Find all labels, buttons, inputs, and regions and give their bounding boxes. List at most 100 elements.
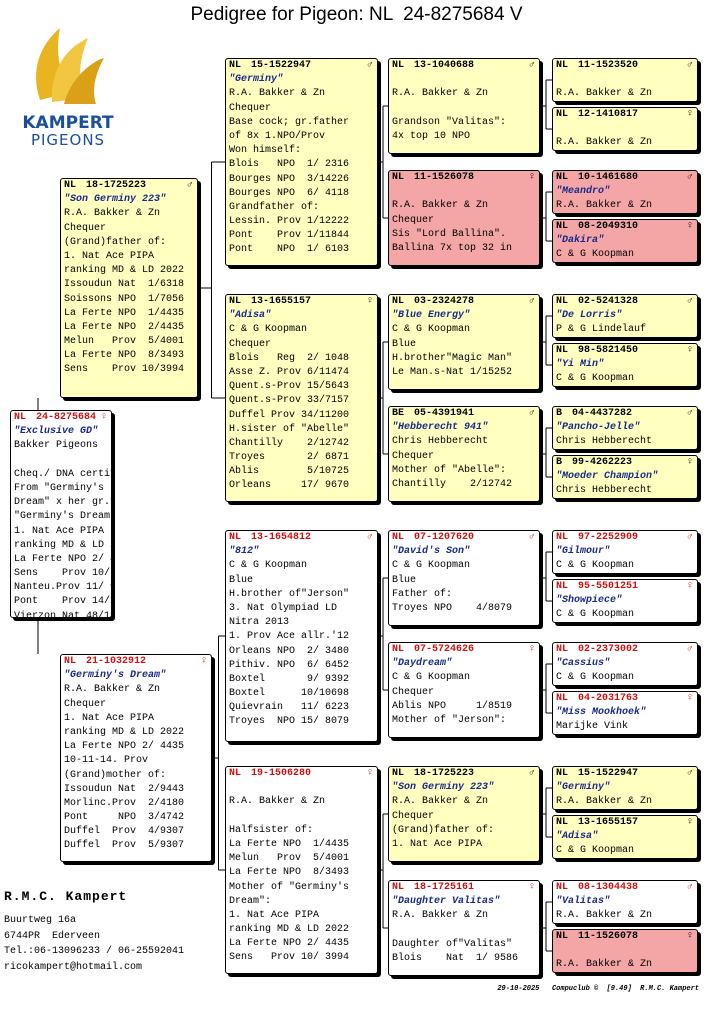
address-line: 6744PR Ederveen <box>4 930 101 942</box>
pigeon-card: NL 13-1655157 ♀ "Adisa" C & G Koopman <box>552 815 698 859</box>
pigeon-name: "Exclusive GD" <box>14 426 99 438</box>
pigeon-name: "Daughter Valitas" <box>392 896 501 908</box>
coat-color: Chequer <box>392 686 435 698</box>
info-line: Ballina 7x top 32 in <box>392 242 513 254</box>
card-header: NL 19-1506280 ♀ <box>229 767 374 781</box>
coat-color: Chequer <box>392 214 435 226</box>
breeder: C & G Koopman <box>556 373 635 385</box>
info-line: Issoudun Nat 2/9443 <box>64 783 185 795</box>
card-header: B 04-4437282 ♂ <box>556 407 694 421</box>
pigeon-card: NL 11-1523520 ♂ R.A. Bakker & Zn <box>552 58 698 102</box>
info-line: Mother of "Jerson": <box>392 714 507 726</box>
info-line: Ablis NPO 1/8519 <box>392 700 513 712</box>
sex-symbol: ♀ <box>686 581 693 592</box>
card-header: NL 03-2324278 ♂ <box>392 295 536 309</box>
pigeon-card: NL 97-2252909 ♂ "Gilmour" C & G Koopman <box>552 530 698 574</box>
pigeon-name: "Blue Energy" <box>392 310 471 322</box>
breeder: C & G Koopman <box>392 324 471 336</box>
card-header: NL 18-1725223 ♂ <box>392 767 536 781</box>
pigeon-name: "David's Son" <box>392 546 471 558</box>
info-line: Ablis 5/10725 <box>229 466 350 478</box>
info-line: Sis "Lord Ballina". <box>392 228 507 240</box>
sex-symbol: ♂ <box>366 532 373 543</box>
breeder: R.A. Bakker & Zn <box>556 200 653 212</box>
coat-color <box>229 810 374 824</box>
card-header: NL 13-1655157 ♀ <box>556 816 694 830</box>
country: NL <box>556 109 569 120</box>
card-header: NL 13-1654812 ♂ <box>229 531 374 545</box>
pigeon-card: NL 04-2031763 ♀ "Miss Mookhoek" Marijke Vink <box>552 691 698 735</box>
ring-number: 97-2252909 <box>578 532 639 543</box>
info-line: From "Germiny's <box>14 482 105 494</box>
info-line: Duffel Prov 34/11200 <box>229 409 350 421</box>
country: NL <box>556 581 569 592</box>
info-line: Sens Prov 10/ 3994 <box>14 568 111 580</box>
breeder: R.A. Bakker & Zn <box>556 88 653 100</box>
pigeon-card: NL 02-2373002 ♂ "Cassius" C & G Koopman <box>552 642 698 686</box>
country: NL <box>392 60 405 71</box>
info-line: H.brother"Magic Man" <box>392 352 513 364</box>
pigeon-card: NL 11-1526078 ♀ R.A. Bakker & Zn <box>552 929 698 973</box>
pigeon-name: "Hebberecht 941" <box>392 422 489 434</box>
sex-symbol: ♀ <box>686 931 693 942</box>
pigeon-card: NL 21-1032912 ♀ "Germiny's Dream" R.A. Bakke… <box>60 654 212 862</box>
pigeon-name <box>556 73 694 87</box>
country: NL <box>556 345 569 356</box>
info-line: La Ferte NPO 2/4435 <box>64 321 185 333</box>
info-line: Daughter of"Valitas" <box>392 938 513 950</box>
sex-symbol: ♀ <box>366 296 373 307</box>
sex-symbol: ♀ <box>686 817 693 828</box>
country: NL <box>556 882 569 893</box>
info-line: Dream" x her gr.fthr <box>14 497 111 509</box>
info-line: Orleans 17/ 9670 <box>229 480 350 492</box>
pigeon-card: NL 13-1654812 ♂ "812" C & G Koopman Blue H.bro… <box>225 530 378 742</box>
breeder: Marijke Vink <box>556 721 629 733</box>
info-line: Orleans NPO 2/ 3480 <box>229 645 350 657</box>
owner-name: R.M.C. Kampert <box>4 889 128 904</box>
info-line: 1. Nat Ace PIPA <box>64 712 155 724</box>
info-line: of 8x 1.NPO/Prov <box>229 130 326 142</box>
ring-number: 12-1410817 <box>578 109 639 120</box>
country: NL <box>556 817 569 828</box>
ring-number: 10-1461680 <box>578 172 639 183</box>
info-line: Duffel Prov 4/9307 <box>64 826 185 838</box>
card-header: NL 97-2252909 ♂ <box>556 531 694 545</box>
ring-number: 15-1522947 <box>578 768 639 779</box>
breeder: C & G Koopman <box>392 560 471 572</box>
card-header: NL 13-1040688 ♂ <box>392 59 536 73</box>
country: NL <box>392 644 405 655</box>
card-header: NL 98-5821450 ♀ <box>556 344 694 358</box>
pigeon-card: NL 03-2324278 ♂ "Blue Energy" C & G Koopman B… <box>388 294 540 390</box>
info-line: Boxtel 9/ 9392 <box>229 673 350 685</box>
coat-color: Chequer <box>64 698 107 710</box>
info-line: Lessin. Prov 1/12222 <box>229 216 350 228</box>
pigeon-name <box>556 122 694 136</box>
info-line: Dream": <box>229 895 272 907</box>
info-line: La Ferte NPO 1/4435 <box>229 838 350 850</box>
card-header: NL 07-1207620 ♂ <box>392 531 536 545</box>
coat-color: Chequer <box>392 450 435 462</box>
breeder: C & G Koopman <box>556 609 635 621</box>
card-header: NL 15-1522947 ♂ <box>556 767 694 781</box>
card-header: NL 24-8275684 ♀ <box>14 411 108 425</box>
country: NL <box>556 644 569 655</box>
info-line: (Grand)mother of: <box>64 769 167 781</box>
sex-symbol: ♂ <box>686 768 693 779</box>
info-line: Quievrain 11/ 6223 <box>229 702 350 714</box>
country: NL <box>556 172 569 183</box>
breeder: R.A. Bakker & Zn <box>64 684 161 696</box>
breeder: C & G Koopman <box>229 560 308 572</box>
pigeon-name: "Meandro" <box>556 186 611 198</box>
info-line: La Ferte NPO 2/ 4435 <box>64 741 185 753</box>
country: B <box>556 408 563 419</box>
breeder: R.A. Bakker & Zn <box>556 910 653 922</box>
pigeon-card: NL 13-1040688 ♂ R.A. Bakker & Zn Grandson "V… <box>388 58 540 154</box>
coat-color <box>392 102 536 116</box>
info-line: 1. Nat Ace PIPA <box>64 250 155 262</box>
country: NL <box>556 221 569 232</box>
info-line: Soissons NPO 1/7056 <box>64 293 185 305</box>
info-line: La Ferte NPO 1/4435 <box>64 307 185 319</box>
ring-number: 18-1725223 <box>86 180 147 191</box>
ring-number: 03-2324278 <box>414 296 475 307</box>
sex-symbol: ♀ <box>528 882 535 893</box>
